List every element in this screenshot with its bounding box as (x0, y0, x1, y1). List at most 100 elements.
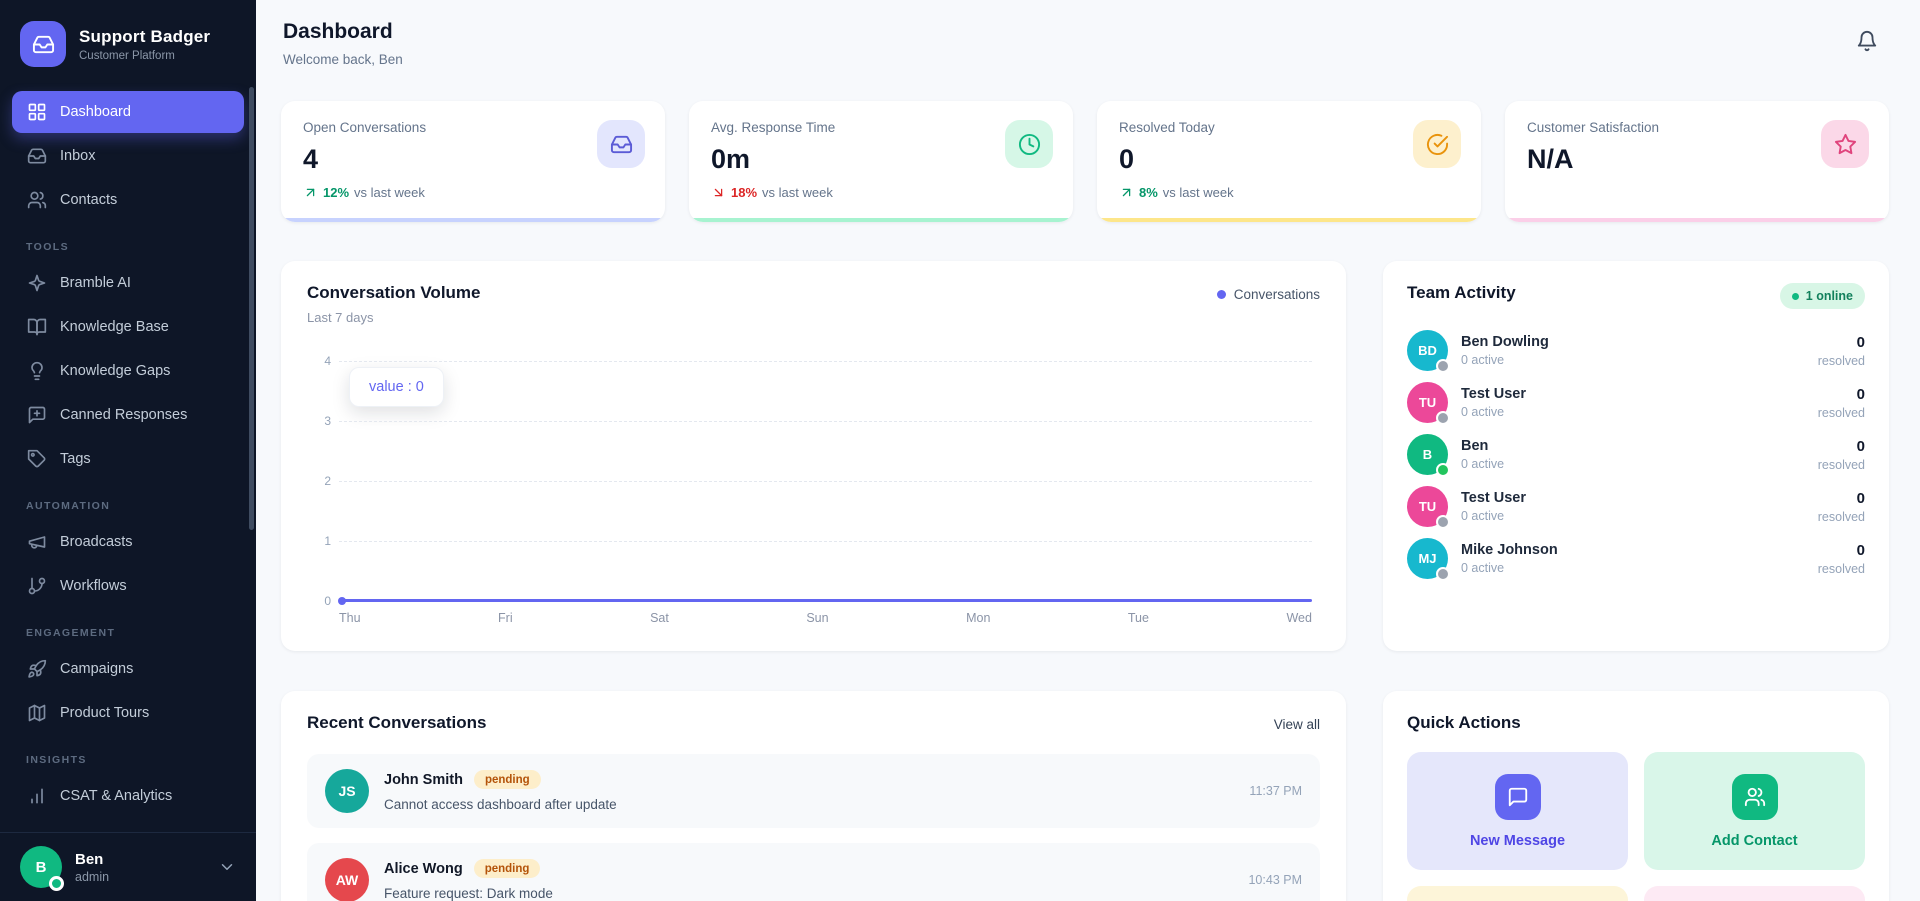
status-dot (1436, 463, 1450, 477)
user-menu[interactable]: B Ben admin (0, 832, 256, 901)
avatar: JS (325, 769, 369, 813)
online-dot-icon (1791, 292, 1799, 300)
quick-action-new-message[interactable]: New Message (1407, 752, 1628, 870)
quick-action-megaphone[interactable] (1644, 886, 1865, 901)
stat-label: Customer Satisfaction (1527, 120, 1660, 135)
nav-section-label-automation: Automation (26, 500, 111, 512)
member-resolved-count: 0 (1856, 385, 1865, 403)
resolved-label: resolved (1817, 509, 1865, 524)
notifications-button[interactable] (1847, 22, 1887, 62)
sidebar-item-contacts[interactable]: Contacts (12, 179, 244, 221)
sidebar-item-inbox[interactable]: Inbox (12, 135, 244, 177)
nav-section-label-tools: Tools (26, 241, 69, 253)
team-member-row: TU Test User 0 active 0 resolved (1407, 486, 1865, 529)
sidebar-item-label: Product Tours (60, 705, 150, 721)
chart-legend: Conversations (1216, 287, 1320, 302)
trend-suffix: vs last week (1162, 185, 1234, 200)
member-name: Ben Dowling (1461, 334, 1549, 350)
megaphone-icon (27, 532, 47, 552)
trend-up-icon (1119, 185, 1134, 200)
chart-subtitle: Last 7 days (307, 310, 374, 325)
team-activity-card: Team Activity 1 online BD Ben Dowling 0 ac… (1383, 261, 1889, 651)
sidebar-item-product-tours[interactable]: Product Tours (12, 692, 244, 734)
sidebar-scrollbar[interactable] (249, 87, 254, 530)
nav-section-label-insights: Insights (26, 754, 87, 766)
member-resolved-count: 0 (1856, 437, 1865, 455)
avatar: TU (1407, 486, 1450, 529)
quick-actions-grid: New Message Add Contact (1407, 752, 1865, 901)
quick-actions-title: Quick Actions (1407, 713, 1521, 732)
member-name: Test User (1461, 490, 1527, 506)
chart-x-tick: Tue (1127, 611, 1149, 625)
sidebar-item-canned-responses[interactable]: Canned Responses (12, 394, 244, 436)
sidebar-item-label: Tags (60, 451, 91, 467)
quick-action-add-contact[interactable]: Add Contact (1644, 752, 1865, 870)
online-count-badge: 1 online (1779, 283, 1865, 309)
conversation-row-alice-wong[interactable]: AW Alice Wong pending Feature request: Dark… (307, 843, 1320, 901)
member-active-count: 0 active (1461, 509, 1505, 523)
chart-plot: value : 0 0 1 2 3 4 (324, 354, 1312, 608)
conversation-volume-card: Conversation Volume Last 7 days Conversa… (281, 261, 1346, 651)
page-subtitle: Welcome back, Ben (283, 52, 403, 67)
chart-y-tick: 4 (324, 354, 331, 368)
main-content: Dashboard Welcome back, Ben Open Convers… (256, 0, 1920, 901)
sidebar-item-label: Campaigns (60, 661, 134, 677)
sidebar-item-broadcasts[interactable]: Broadcasts (12, 521, 244, 563)
sidebar-item-label: Inbox (60, 148, 96, 164)
team-member-row: B Ben 0 active 0 resolved (1407, 434, 1865, 477)
team-list: BD Ben Dowling 0 active 0 resolved TU Test Use… (1407, 330, 1865, 581)
chart-gridline (339, 421, 1312, 422)
sidebar-item-csat-analytics[interactable]: CSAT & Analytics (12, 775, 244, 817)
online-status-dot (49, 876, 64, 891)
sidebar-item-knowledge-base[interactable]: Knowledge Base (12, 306, 244, 348)
inbox-logo-icon (20, 21, 66, 67)
sidebar: Support Badger Customer Platform Dashboa… (0, 0, 256, 901)
sidebar-item-label: Contacts (60, 192, 118, 208)
page-header: Dashboard Welcome back, Ben (281, 14, 1889, 67)
quick-action-zap[interactable] (1407, 886, 1628, 901)
stat-card-customer-satisfaction: Customer Satisfaction N/A (1505, 101, 1889, 222)
bell-icon (1856, 30, 1878, 55)
user-name: Ben (75, 850, 104, 868)
users-icon (1731, 773, 1778, 820)
conversation-preview: Cannot access dashboard after update (384, 797, 617, 812)
star-icon (1821, 120, 1869, 168)
sidebar-item-bramble-ai[interactable]: Bramble AI (12, 262, 244, 304)
team-title: Team Activity (1407, 283, 1516, 302)
sidebar-item-label: Knowledge Gaps (60, 363, 171, 379)
sidebar-item-knowledge-gaps[interactable]: Knowledge Gaps (12, 350, 244, 392)
resolved-label: resolved (1817, 353, 1865, 368)
tag-icon (27, 449, 47, 469)
avatar: BD (1407, 330, 1450, 373)
status-dot (1436, 411, 1450, 425)
conversation-row-john-smith[interactable]: JS John Smith pending Cannot access dashboa… (307, 754, 1320, 828)
sidebar-item-campaigns[interactable]: Campaigns (12, 648, 244, 690)
member-name: Mike Johnson (1461, 542, 1558, 558)
stat-accent-bar (689, 218, 1073, 222)
bulb-icon (27, 361, 47, 381)
avatar-initial: B (35, 858, 47, 876)
sidebar-item-label: Broadcasts (60, 534, 133, 550)
avatar: B (20, 846, 64, 891)
sidebar-item-label: Dashboard (60, 104, 131, 120)
team-member-row: MJ Mike Johnson 0 active 0 resolved (1407, 538, 1865, 581)
sidebar-item-workflows[interactable]: Workflows (12, 565, 244, 607)
sidebar-item-tags[interactable]: Tags (12, 438, 244, 480)
trend-percent: 8% (1139, 185, 1158, 200)
view-all-link[interactable]: View all (1273, 717, 1320, 732)
quick-action-label: New Message (1469, 832, 1566, 849)
stat-value: 0 (1119, 144, 1135, 174)
member-resolved-count: 0 (1856, 333, 1865, 351)
sidebar-item-dashboard[interactable]: Dashboard (12, 91, 244, 133)
member-name: Ben (1461, 438, 1489, 454)
avatar: AW (325, 858, 369, 901)
book-icon (27, 317, 47, 337)
conversation-list: JS John Smith pending Cannot access dashboa… (307, 754, 1320, 901)
contact-name: Alice Wong (384, 860, 463, 877)
app-tagline: Customer Platform (79, 49, 175, 62)
chart-card-header: Conversation Volume Last 7 days Conversa… (307, 283, 1320, 325)
users-icon (27, 190, 47, 210)
resolved-label: resolved (1817, 405, 1865, 420)
sidebar-item-label: CSAT & Analytics (60, 788, 173, 804)
chart-x-tick: Sun (806, 611, 829, 625)
